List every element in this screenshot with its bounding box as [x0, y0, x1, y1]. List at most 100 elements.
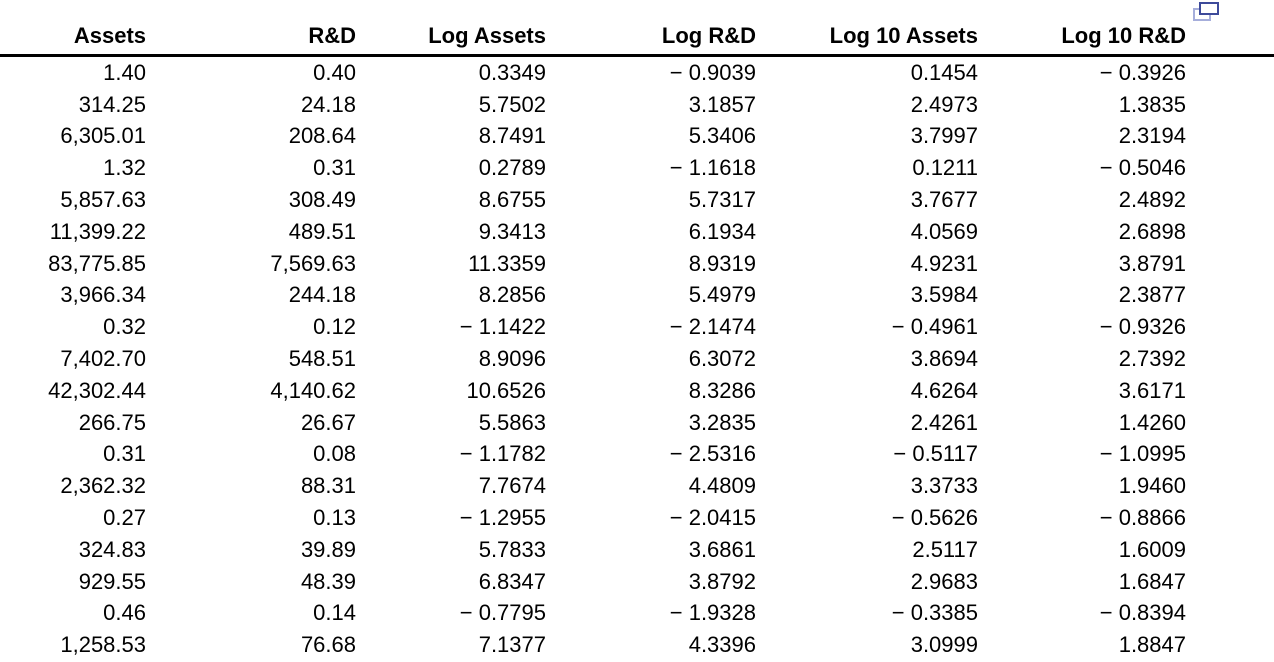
table-cell: 0.27: [103, 505, 146, 531]
row-spacer: [1200, 216, 1274, 248]
table-cell: 324.83: [78, 536, 146, 562]
table-cell: 6.3072: [688, 346, 756, 372]
table-cell: 0.46: [103, 600, 146, 626]
table-cell: 4.4809: [688, 473, 756, 499]
table-cell: 6.1934: [688, 218, 756, 244]
table-cell: 6.8347: [478, 568, 546, 594]
header-row: Assets R&D Log Assets Log R&D Log 10 Assets L…: [0, 0, 1274, 57]
table-cell: 1.4260: [1118, 409, 1186, 435]
row-spacer: [1200, 89, 1274, 121]
table-row: 266.75 26.67 5.5863 3.2835 2.4261 1.4260: [0, 407, 1274, 439]
table-cell: − 1.9328: [669, 600, 756, 626]
table-cell: − 0.3926: [1099, 59, 1186, 85]
table-row: 7,402.70 548.51 8.9096 6.3072 3.8694 2.7392: [0, 343, 1274, 375]
table-cell: − 1.1782: [459, 441, 546, 467]
row-spacer: [1200, 56, 1274, 89]
table-row: 3,966.34 244.18 8.2856 5.4979 3.5984 2.3877: [0, 280, 1274, 312]
table-row: 0.31 0.08 − 1.1782 − 2.5316 − 0.5117 − 1.0995: [0, 439, 1274, 471]
table-cell: 3.8792: [688, 568, 756, 594]
table-cell: 8.3286: [688, 377, 756, 403]
table-cell: 0.12: [313, 314, 356, 340]
table-cell: 0.3349: [478, 59, 546, 85]
table-cell: 8.6755: [478, 187, 546, 213]
row-spacer: [1200, 280, 1274, 312]
table-cell: 3.5984: [910, 282, 978, 308]
table-cell: − 0.3385: [891, 600, 978, 626]
table-cell: 1.9460: [1118, 473, 1186, 499]
table-cell: 5.7833: [478, 536, 546, 562]
table-cell: 4.9231: [910, 250, 978, 276]
table-cell: − 1.0995: [1099, 441, 1186, 467]
table-row: 42,302.44 4,140.62 10.6526 8.3286 4.6264 3.61…: [0, 375, 1274, 407]
table-cell: 7.1377: [478, 632, 546, 658]
table-cell: − 2.1474: [669, 314, 756, 340]
row-spacer: [1200, 311, 1274, 343]
table-cell: 2.4261: [910, 409, 978, 435]
column-header-log-r-d: Log R&D: [560, 0, 770, 57]
table-row: 929.55 48.39 6.8347 3.8792 2.9683 1.6847: [0, 566, 1274, 598]
row-spacer: [1200, 598, 1274, 630]
table-cell: 208.64: [288, 123, 356, 149]
table-cell: 0.31: [313, 155, 356, 181]
table-cell: 7,569.63: [270, 250, 356, 276]
table-cell: 1.32: [103, 155, 146, 181]
table-row: 11,399.22 489.51 9.3413 6.1934 4.0569 2.6898: [0, 216, 1274, 248]
table-row: 0.27 0.13 − 1.2955 − 2.0415 − 0.5626 − 0.8866: [0, 502, 1274, 534]
table-cell: − 1.1422: [459, 314, 546, 340]
table-cell: 83,775.85: [48, 250, 146, 276]
table-cell: 5.4979: [688, 282, 756, 308]
table-cell: 0.08: [313, 441, 356, 467]
column-header-log-10-r-d: Log 10 R&D: [992, 0, 1200, 57]
table-cell: 1.6847: [1118, 568, 1186, 594]
table-cell: 308.49: [288, 187, 356, 213]
table-cell: 314.25: [78, 91, 146, 117]
table-cell: 1.3835: [1118, 91, 1186, 117]
table-cell: − 0.8866: [1099, 505, 1186, 531]
column-header-assets: Assets: [0, 0, 160, 57]
table-cell: 3.0999: [910, 632, 978, 658]
table-cell: 0.13: [313, 505, 356, 531]
row-spacer: [1200, 152, 1274, 184]
table-cell: 6,305.01: [60, 123, 146, 149]
row-spacer: [1200, 470, 1274, 502]
table-cell: 5.7317: [688, 187, 756, 213]
row-spacer: [1200, 566, 1274, 598]
table-cell: 8.7491: [478, 123, 546, 149]
table-row: 314.25 24.18 5.7502 3.1857 2.4973 1.3835: [0, 89, 1274, 121]
table-cell: 39.89: [300, 536, 356, 562]
table-cell: 76.68: [300, 632, 356, 658]
table-row: 6,305.01 208.64 8.7491 5.3406 3.7997 2.3194: [0, 121, 1274, 153]
table-cell: 4.6264: [910, 377, 978, 403]
table-cell: 42,302.44: [48, 377, 146, 403]
table-body: 1.40 0.40 0.3349 − 0.9039 0.1454 − 0.3926 314.…: [0, 56, 1274, 662]
table-cell: 2.4973: [910, 91, 978, 117]
table-cell: 5.7502: [478, 91, 546, 117]
table-cell: 0.32: [103, 314, 146, 340]
table-cell: 24.18: [300, 91, 356, 117]
table-cell: 2.5117: [912, 536, 978, 562]
table-cell: 26.67: [300, 409, 356, 435]
row-spacer: [1200, 184, 1274, 216]
table-cell: 7.7674: [478, 473, 546, 499]
copy-icon[interactable]: [1193, 2, 1219, 22]
table-cell: 548.51: [288, 346, 356, 372]
table-cell: 7,402.70: [60, 346, 146, 372]
table-cell: 48.39: [300, 568, 356, 594]
table-cell: 8.9319: [688, 250, 756, 276]
table-cell: 8.9096: [478, 346, 546, 372]
table-cell: − 2.0415: [669, 505, 756, 531]
table-cell: 3.6171: [1118, 377, 1186, 403]
table-cell: − 0.5626: [891, 505, 978, 531]
table-cell: 88.31: [300, 473, 356, 499]
table-cell: 4.0569: [910, 218, 978, 244]
table-cell: 3.7997: [910, 123, 978, 149]
table-row: 5,857.63 308.49 8.6755 5.7317 3.7677 2.4892: [0, 184, 1274, 216]
table-row: 1,258.53 76.68 7.1377 4.3396 3.0999 1.8847: [0, 629, 1274, 661]
table-cell: 4.3396: [688, 632, 756, 658]
table-cell: 3.6861: [688, 536, 756, 562]
column-header-log-assets: Log Assets: [370, 0, 560, 57]
row-spacer: [1200, 343, 1274, 375]
table-cell: 929.55: [78, 568, 146, 594]
table-cell: 9.3413: [478, 218, 546, 244]
